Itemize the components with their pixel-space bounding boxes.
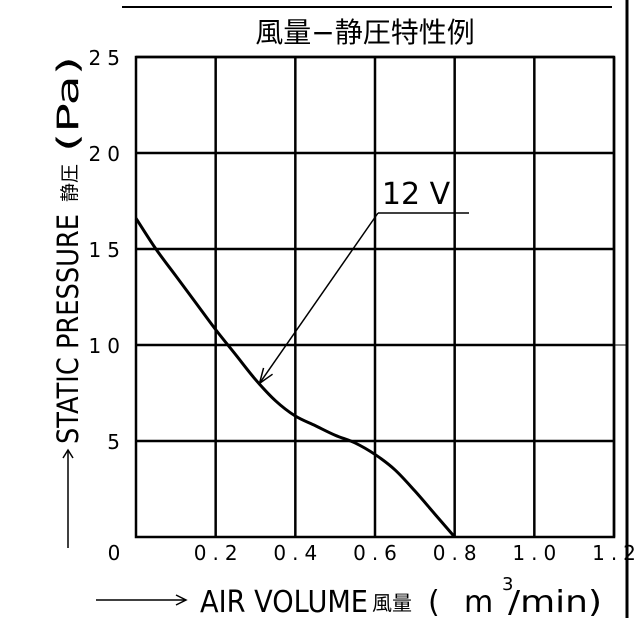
annotation-label: 12 V: [382, 177, 451, 212]
origin-tick-label: 0: [108, 541, 127, 565]
x-tick-label-2: 0.6: [353, 541, 403, 565]
x-axis-label-unit-sup: 3: [502, 574, 513, 595]
y-tick-label-2: 15: [89, 238, 126, 262]
x-tick-label-4: 1.0: [512, 541, 562, 565]
y-axis-label-jp: 静圧: [59, 164, 81, 202]
x-axis-arrow-head: [175, 594, 188, 606]
x-tick-label-5: 1.2: [592, 541, 636, 565]
x-tick-label-0: 0.2: [194, 541, 244, 565]
x-tick-label-1: 0.4: [273, 541, 323, 565]
plot-border: [134, 55, 616, 539]
series-12v-line: [134, 217, 456, 538]
annotation-leader: [258, 212, 379, 384]
x-axis-label-unit-base: m: [464, 585, 493, 618]
y-tick-label-1: 10: [89, 334, 126, 358]
x-axis-label-open: (: [428, 585, 440, 618]
grid: [136, 55, 616, 537]
annotation-arrowhead: [258, 367, 274, 386]
y-tick-label-0: 5: [107, 430, 126, 454]
annotation-12v: 12 V: [258, 177, 469, 386]
y-axis-label-unit: (Pa): [51, 56, 85, 152]
x-axis-label: AIR VOLUME 風量 ( m 3 /min): [96, 574, 602, 618]
x-axis-label-jp: 風量: [372, 591, 412, 615]
y-axis-label-en: STATIC PRESSURE: [51, 214, 85, 444]
y-axis-arrow-head: [62, 448, 74, 459]
y-tick-label-3: 20: [89, 142, 126, 166]
y-tick-label-4: 25: [89, 46, 126, 70]
x-axis-label-unit-tail: /min): [508, 585, 602, 618]
tick-labels: 5 10 15 20 25 0.2 0.4 0.6 0.8 1.0 1.2 0: [89, 46, 636, 565]
chart-title: 風量−静圧特性例: [255, 16, 474, 49]
x-axis-label-en: AIR VOLUME: [200, 585, 368, 618]
y-axis-label: STATIC PRESSURE 静圧 (Pa): [51, 56, 85, 548]
x-tick-label-3: 0.8: [433, 541, 483, 565]
